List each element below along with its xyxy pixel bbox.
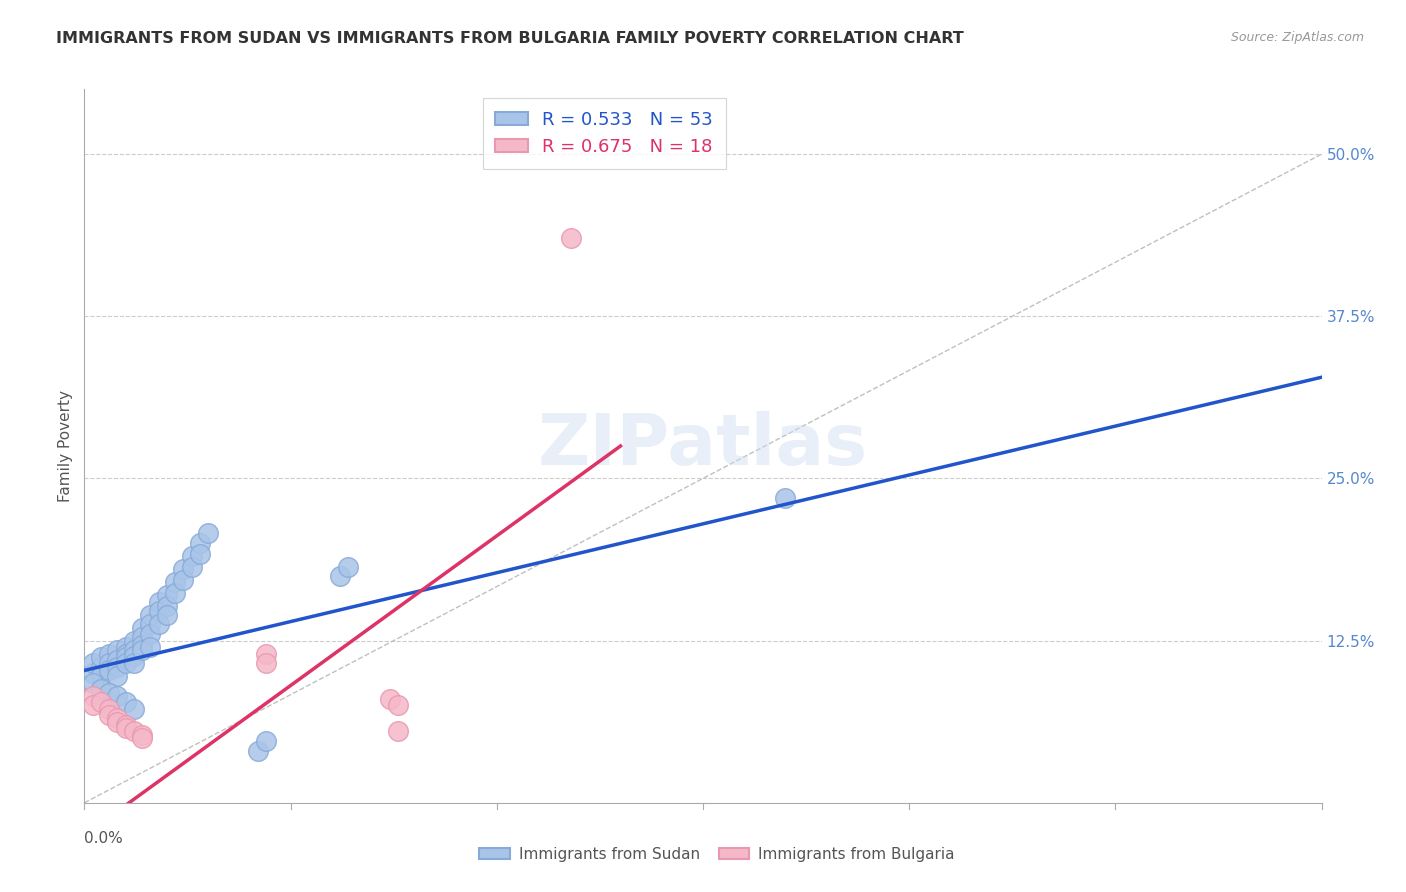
Point — [254, 733, 277, 747]
Point — [105, 715, 128, 730]
Point — [114, 640, 136, 654]
Point — [90, 681, 112, 696]
Text: IMMIGRANTS FROM SUDAN VS IMMIGRANTS FROM BULGARIA FAMILY POVERTY CORRELATION CHA: IMMIGRANTS FROM SUDAN VS IMMIGRANTS FROM… — [56, 31, 965, 46]
Point — [172, 562, 194, 576]
Point — [197, 525, 219, 540]
Point — [131, 731, 153, 745]
Point — [378, 692, 401, 706]
Point — [98, 664, 121, 678]
Legend: Immigrants from Sudan, Immigrants from Bulgaria: Immigrants from Sudan, Immigrants from B… — [479, 847, 955, 862]
Point — [105, 690, 128, 704]
Point — [131, 621, 153, 635]
Point — [90, 668, 112, 682]
Point — [98, 685, 121, 699]
Point — [122, 642, 145, 657]
Point — [82, 690, 104, 704]
Point — [105, 659, 128, 673]
Point — [139, 616, 162, 631]
Point — [139, 640, 162, 654]
Point — [114, 721, 136, 735]
Point — [131, 638, 153, 652]
Point — [165, 575, 187, 590]
Point — [329, 568, 352, 582]
Y-axis label: Family Poverty: Family Poverty — [58, 390, 73, 502]
Point — [180, 559, 202, 574]
Point — [98, 647, 121, 661]
Point — [139, 607, 162, 622]
Point — [98, 707, 121, 722]
Point — [246, 744, 269, 758]
Point — [172, 573, 194, 587]
Point — [114, 647, 136, 661]
Point — [114, 695, 136, 709]
Text: ZIPatlas: ZIPatlas — [538, 411, 868, 481]
Point — [560, 231, 582, 245]
Point — [90, 695, 112, 709]
Point — [122, 724, 145, 739]
Legend: R = 0.533   N = 53, R = 0.675   N = 18: R = 0.533 N = 53, R = 0.675 N = 18 — [482, 98, 725, 169]
Point — [254, 656, 277, 670]
Point — [122, 649, 145, 664]
Point — [180, 549, 202, 564]
Point — [148, 604, 170, 618]
Point — [254, 647, 277, 661]
Point — [775, 491, 797, 505]
Point — [114, 650, 136, 665]
Point — [82, 666, 104, 681]
Point — [82, 676, 104, 690]
Point — [122, 633, 145, 648]
Point — [131, 630, 153, 644]
Point — [98, 702, 121, 716]
Point — [156, 588, 179, 602]
Point — [131, 728, 153, 742]
Point — [90, 650, 112, 665]
Point — [98, 656, 121, 670]
Point — [131, 642, 153, 657]
Point — [122, 702, 145, 716]
Point — [105, 653, 128, 667]
Point — [337, 559, 360, 574]
Point — [188, 536, 211, 550]
Point — [387, 724, 409, 739]
Point — [148, 616, 170, 631]
Point — [82, 698, 104, 713]
Point — [114, 656, 136, 670]
Point — [114, 718, 136, 732]
Point — [156, 607, 179, 622]
Point — [156, 599, 179, 613]
Text: Source: ZipAtlas.com: Source: ZipAtlas.com — [1230, 31, 1364, 45]
Point — [165, 585, 187, 599]
Text: 0.0%: 0.0% — [84, 831, 124, 847]
Point — [105, 668, 128, 682]
Point — [387, 698, 409, 713]
Point — [82, 656, 104, 670]
Point — [105, 711, 128, 725]
Point — [90, 659, 112, 673]
Point — [148, 595, 170, 609]
Point — [188, 547, 211, 561]
Point — [139, 627, 162, 641]
Point — [105, 642, 128, 657]
Point — [122, 656, 145, 670]
